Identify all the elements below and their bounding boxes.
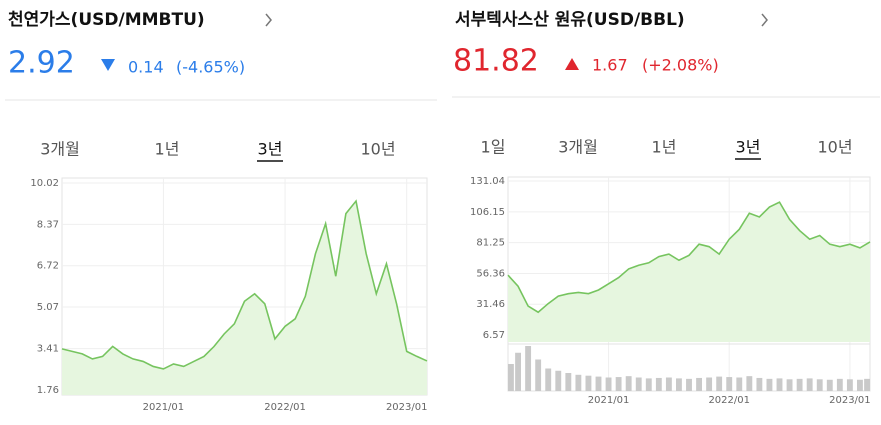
chevron [265, 13, 272, 27]
volume-bar [786, 379, 793, 391]
volume-bar [665, 377, 672, 391]
y-tick-label: 8.37 [37, 219, 59, 230]
line [61, 199, 428, 370]
tab[interactable]: 10년 [360, 140, 395, 159]
volume-bar [625, 376, 632, 391]
volume-bar [555, 370, 562, 391]
y-tick-label: 131.04 [470, 176, 505, 187]
tab[interactable]: 3개월 [40, 140, 80, 159]
y-tick-label: 3.41 [37, 344, 59, 355]
title[interactable]: 천연가스(USD/MMBTU) [8, 10, 205, 30]
change-pct: (+2.08%) [642, 56, 719, 75]
tab[interactable]: 3년 [736, 138, 761, 157]
volume-bar [645, 378, 652, 391]
tab[interactable]: 1년 [155, 140, 180, 159]
y-tick-label: 6.57 [483, 330, 505, 341]
volume-bar [846, 379, 853, 391]
volume-bar [857, 379, 863, 391]
volume-bar [575, 374, 582, 391]
price: 81.82 [453, 44, 539, 79]
volume-bar [806, 378, 813, 391]
volume-bar [515, 352, 521, 391]
volume-bar [736, 377, 743, 391]
y-tick-label: 1.76 [37, 385, 59, 396]
x-tick-label: 2023/01 [386, 402, 428, 413]
y-tick-label: 31.46 [476, 299, 505, 310]
volume-bar [655, 377, 662, 391]
volume-bar [864, 378, 870, 391]
tab[interactable]: 3개월 [558, 138, 598, 157]
change: 1.67 [592, 56, 628, 75]
volume-bar [746, 376, 753, 391]
price: 2.92 [8, 46, 75, 81]
volume-bar [826, 379, 833, 391]
title[interactable]: 서부텍사스산 원유(USD/BBL) [455, 10, 685, 30]
down-arrow [101, 59, 115, 71]
volume-bar [508, 364, 514, 391]
volume-bar [756, 377, 763, 391]
x-tick-label: 2022/01 [264, 402, 306, 413]
y-tick-label: 5.07 [37, 302, 59, 313]
chevron [761, 13, 768, 27]
volume-bar [585, 375, 592, 391]
volume-bar [525, 346, 532, 391]
x-tick-label: 2022/01 [708, 395, 750, 406]
volume-bar [836, 378, 843, 391]
area [508, 202, 870, 342]
volume-bar [535, 359, 542, 391]
x-tick-label: 2021/01 [588, 395, 630, 406]
area [62, 201, 427, 395]
tab[interactable]: 1년 [652, 138, 677, 157]
volume-bar [686, 378, 692, 391]
volume-bar [595, 376, 602, 391]
volume-bar [696, 377, 702, 391]
volume-bar [766, 378, 773, 391]
y-tick-label: 106.15 [470, 207, 505, 218]
volume-bar [816, 379, 823, 391]
volume-bar [565, 373, 572, 391]
volume-bar [706, 377, 713, 391]
volume-bar [726, 377, 733, 391]
volume-bar [676, 378, 682, 391]
y-tick-label: 6.72 [37, 261, 59, 272]
tab[interactable]: 3년 [258, 140, 283, 159]
up-arrow [565, 58, 579, 70]
volume-bar [545, 368, 552, 391]
change-pct: (-4.65%) [176, 58, 245, 77]
line [507, 201, 871, 314]
volume-bar [776, 378, 783, 391]
volume-bar [635, 377, 642, 391]
y-tick-label: 81.25 [476, 238, 505, 249]
volume-bar [615, 377, 622, 391]
tab[interactable]: 1일 [481, 138, 506, 157]
y-tick-label: 10.02 [30, 178, 59, 189]
volume-bar [796, 378, 803, 391]
y-tick-label: 56.36 [476, 268, 505, 279]
x-tick-label: 2023/01 [829, 395, 871, 406]
change: 0.14 [128, 58, 164, 77]
tab[interactable]: 10년 [817, 138, 852, 157]
x-tick-label: 2021/01 [143, 402, 185, 413]
volume-bar [605, 377, 612, 391]
volume-bar [716, 376, 723, 391]
